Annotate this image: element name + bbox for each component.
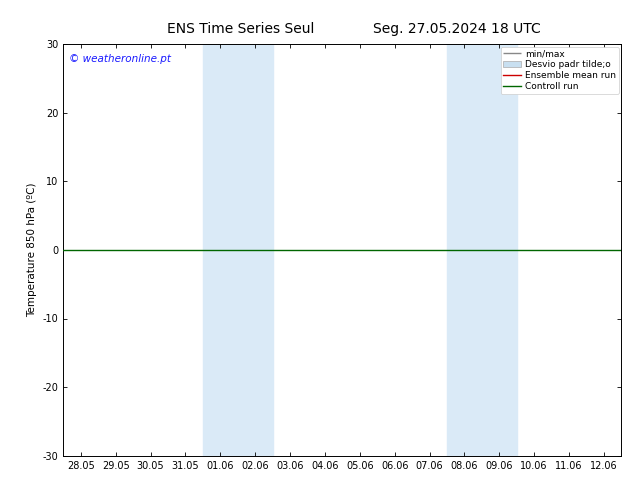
Text: Seg. 27.05.2024 18 UTC: Seg. 27.05.2024 18 UTC <box>373 22 540 36</box>
Bar <box>447 44 517 456</box>
Bar <box>203 44 273 456</box>
Y-axis label: Temperature 850 hPa (ºC): Temperature 850 hPa (ºC) <box>27 183 37 317</box>
Text: © weatheronline.pt: © weatheronline.pt <box>69 54 171 64</box>
Text: ENS Time Series Seul: ENS Time Series Seul <box>167 22 314 36</box>
Legend: min/max, Desvio padr tilde;o, Ensemble mean run, Controll run: min/max, Desvio padr tilde;o, Ensemble m… <box>500 47 619 94</box>
